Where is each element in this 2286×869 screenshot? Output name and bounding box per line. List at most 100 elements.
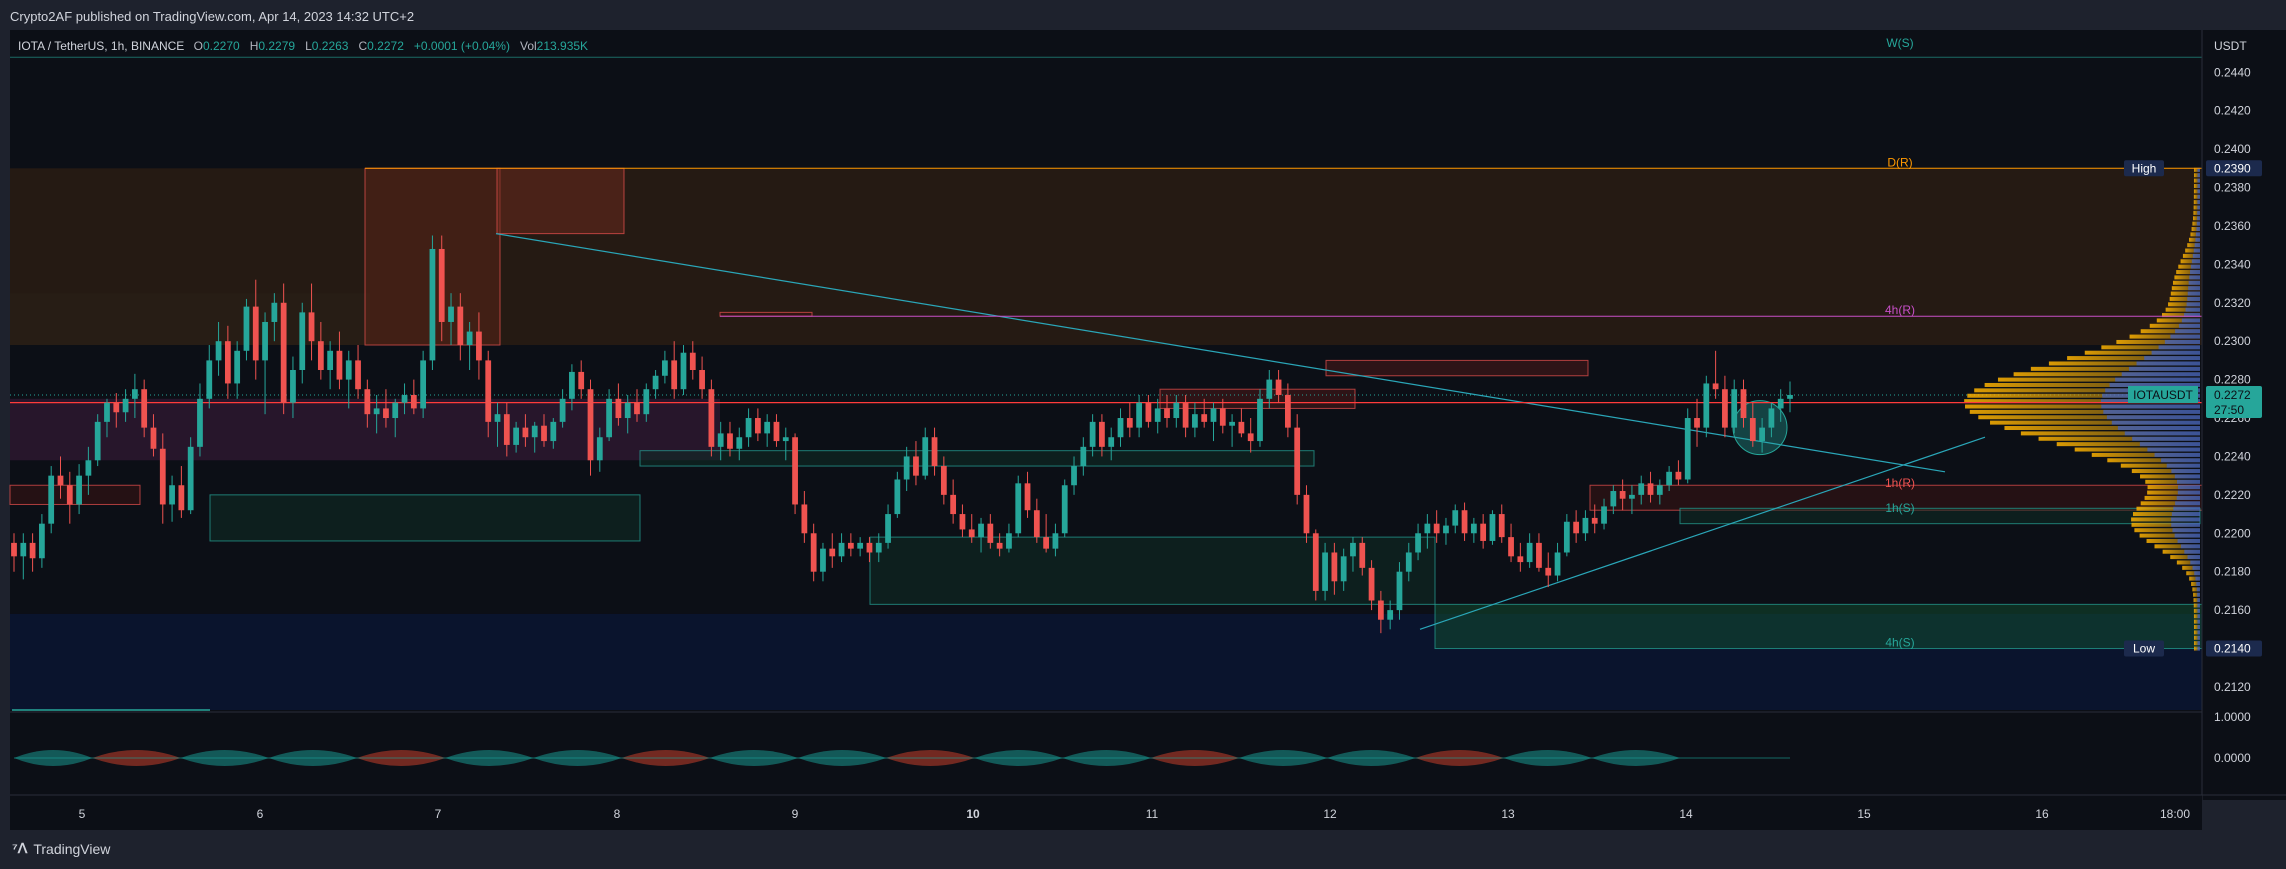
- candle-body: [76, 475, 82, 505]
- candle-body: [875, 542, 882, 553]
- volume-profile-bar: [2171, 286, 2200, 291]
- candle-body: [1629, 494, 1635, 499]
- candle-body: [57, 475, 64, 486]
- brand-name: TradingView: [33, 840, 111, 857]
- candle-body: [1526, 542, 1533, 563]
- candle-body: [299, 312, 306, 370]
- candle-body: [903, 456, 910, 480]
- candle-body: [717, 433, 724, 447]
- price-tick-label: 0.2240: [2214, 449, 2251, 463]
- volume-profile-bar-buy: [2187, 296, 2200, 301]
- candle-body: [522, 427, 529, 438]
- volume-profile-bar-buy: [2196, 587, 2200, 592]
- volume-profile-bar: [2120, 463, 2200, 468]
- time-axis[interactable]: 5 6 7 8 9 10 11 12 13 14 15 16 18:00: [10, 794, 2286, 830]
- price-tick-label: 0.2160: [2214, 603, 2251, 617]
- volume-profile-bar: [2193, 210, 2200, 215]
- candle-body: [262, 321, 268, 361]
- volume-profile-bar-buy: [2181, 318, 2200, 323]
- volume-profile-bar-buy: [2106, 415, 2200, 420]
- candle-body: [1731, 389, 1738, 428]
- candle-body: [1154, 408, 1161, 422]
- candle-body: [29, 542, 36, 559]
- candle-body: [122, 398, 129, 413]
- chart-canvas[interactable]: W(S) D(R) 4h(R) 1h(R) 1h(S) 4h(S) USDT 0.2440 0…: [0, 30, 2286, 830]
- volume-profile-bar: [2004, 426, 2200, 431]
- volume-profile-bar-buy: [2197, 598, 2200, 603]
- low-label: Low: [2133, 642, 2155, 656]
- candle-body: [308, 312, 315, 342]
- price-tick-label: 0.2120: [2214, 680, 2251, 694]
- volume-profile-bar-buy: [2195, 232, 2200, 237]
- candle-body: [1257, 398, 1263, 442]
- candle-body: [1210, 408, 1217, 422]
- candle-body: [187, 446, 194, 511]
- volume-profile-bar-buy: [2161, 458, 2200, 463]
- volume-profile-bar-buy: [2166, 463, 2200, 468]
- volume-profile-bar: [1974, 388, 2200, 393]
- price-tick-label: 0.2280: [2214, 373, 2251, 387]
- volume-profile-bar: [2193, 189, 2200, 194]
- volume-profile-bar: [2168, 302, 2200, 307]
- price-axis[interactable]: USDT 0.2440 0.2420 0.2400 0.2380 0.2360 0.2340…: [2124, 30, 2286, 800]
- candle-body: [345, 360, 352, 380]
- volume-profile-bar-buy: [2192, 253, 2200, 258]
- candle-body: [569, 371, 575, 399]
- volume-profile-bar-buy: [2197, 183, 2200, 188]
- volume-profile-bar-buy: [2190, 560, 2200, 565]
- candle-body: [1117, 418, 1124, 438]
- candle-body: [1108, 437, 1115, 447]
- price-tick-label: 0.2380: [2214, 181, 2251, 195]
- tradingview-brand[interactable]: ⁷ᐱ TradingView: [12, 840, 110, 857]
- candle-body: [290, 370, 296, 403]
- volume-profile-bar-buy: [2190, 270, 2200, 275]
- candle-body: [1610, 491, 1617, 507]
- candle-body: [252, 306, 259, 361]
- candle-body: [1582, 517, 1589, 534]
- volume-profile-bar-buy: [2193, 248, 2200, 253]
- volume-profile-bar-buy: [2171, 517, 2200, 522]
- volume-profile-bar-buy: [2197, 625, 2200, 630]
- candle-body: [485, 360, 492, 422]
- price-tick-label: 0.2180: [2214, 565, 2251, 579]
- candle-body: [1192, 414, 1198, 428]
- candle-body: [662, 360, 668, 376]
- candle-body: [913, 456, 919, 476]
- candle-body: [513, 427, 519, 445]
- candle-body: [1052, 533, 1059, 549]
- volume-profile-bar-buy: [2197, 205, 2200, 210]
- symbol-name: IOTA / TetherUS, 1h, BINANCE: [18, 39, 185, 53]
- candle-body: [317, 341, 324, 370]
- publisher-caption: Crypto2AF published on TradingView.com, …: [10, 9, 415, 24]
- volume-profile-bar: [2140, 501, 2200, 506]
- volume-profile-bar: [2193, 608, 2200, 613]
- candle-body: [1666, 471, 1673, 486]
- volume-profile-bar: [2176, 270, 2200, 275]
- candle-body: [1424, 523, 1431, 534]
- volume-profile-bar-buy: [2139, 442, 2200, 447]
- volume-profile-bar-buy: [2197, 619, 2200, 624]
- volume-profile-bar-buy: [2128, 366, 2200, 371]
- candle-body: [159, 448, 166, 505]
- candle-body: [1759, 427, 1765, 442]
- volume-profile-bar: [2193, 200, 2200, 205]
- volume-profile-bar-buy: [2175, 329, 2200, 334]
- demand-box-5: [1679, 507, 2201, 525]
- candle-body: [355, 360, 361, 390]
- early-zone: [10, 293, 370, 346]
- candle-body: [652, 375, 659, 390]
- candle-body: [206, 360, 213, 399]
- high-tag: [2206, 160, 2262, 177]
- candle-body: [327, 350, 334, 370]
- candle-body: [448, 306, 454, 322]
- supply-box-7: [719, 311, 813, 317]
- volume-profile-bar-buy: [2197, 630, 2200, 635]
- volume-profile-bar-buy: [2144, 356, 2200, 361]
- volume-profile-bar: [2131, 522, 2200, 527]
- candle-body: [494, 414, 501, 422]
- volume-profile-bar-buy: [2117, 426, 2200, 431]
- candle-body: [364, 389, 371, 415]
- candle-body: [271, 302, 278, 322]
- volume-profile-bar: [2193, 635, 2200, 640]
- volume-profile-bar: [1978, 415, 2200, 420]
